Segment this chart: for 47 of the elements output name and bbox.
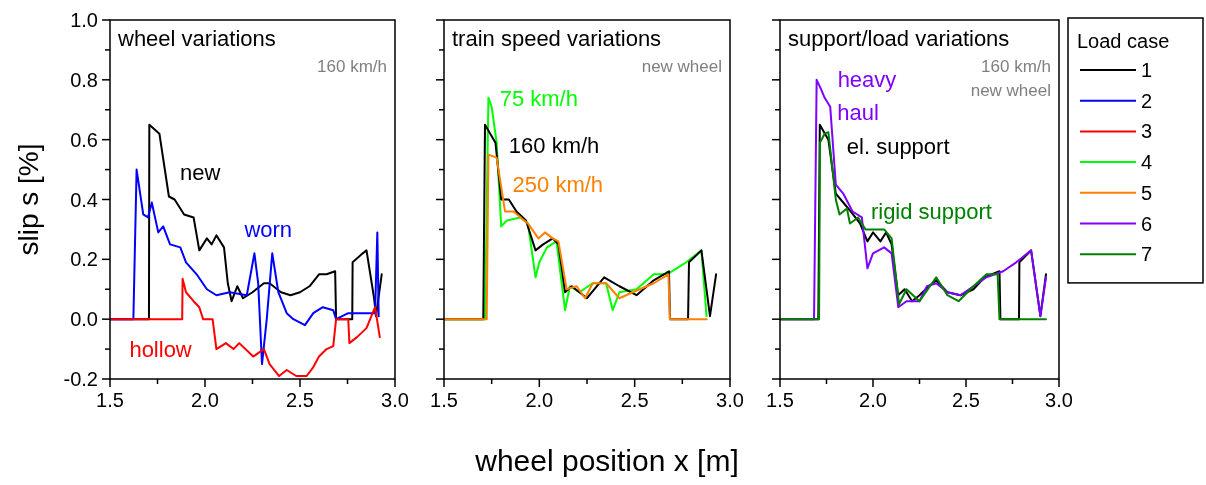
annotation: new — [180, 160, 221, 186]
x-axis-title: wheel position x [m] — [474, 444, 739, 477]
y-tick-label: 0.6 — [70, 128, 98, 151]
y-tick-label: -0.2 — [63, 368, 98, 390]
x-tick-label: 2.0 — [859, 389, 887, 411]
x-tick-label: 2.5 — [952, 389, 980, 411]
annotation: 160 km/h — [508, 133, 600, 159]
annotation: new wheel — [641, 57, 722, 76]
annotation: hollow — [129, 336, 192, 362]
x-tick-label: 1.5 — [766, 389, 794, 411]
x-tick-label: 2.5 — [620, 389, 649, 411]
x-tick-label: 3.0 — [381, 389, 409, 411]
chart-title: support/load variations — [788, 26, 1010, 51]
x-tick-label: 2.5 — [286, 389, 314, 411]
chart-title: train speed variations — [452, 26, 662, 51]
legend-label: 6 — [1141, 212, 1153, 235]
legend-label: 1 — [1141, 59, 1153, 81]
y-tick-label: 0.4 — [70, 188, 98, 211]
x-tick-label: 2.0 — [525, 389, 554, 411]
annotation: rigid support — [870, 199, 993, 225]
x-tick-label: 3.0 — [716, 389, 744, 411]
y-tick-label: 0.8 — [70, 68, 98, 91]
annotation: haul — [837, 100, 879, 126]
legend-title: Load case — [1077, 30, 1170, 52]
y-tick-label: 1.0 — [70, 9, 98, 31]
legend-label: 3 — [1141, 120, 1153, 143]
annotation: 250 km/h — [512, 172, 604, 198]
legend-label: 5 — [1141, 181, 1153, 204]
annotation: el. support — [846, 134, 950, 160]
y-tick-label: 0.2 — [70, 248, 98, 271]
x-tick-label: 2.0 — [191, 389, 219, 411]
x-tick-label: 1.5 — [96, 389, 124, 411]
annotation: heavy — [837, 67, 897, 93]
chart-title: wheel variations — [117, 26, 276, 51]
annotation: 75 km/h — [499, 86, 578, 112]
x-tick-label: 3.0 — [1045, 389, 1073, 411]
annotation: worn — [243, 217, 293, 243]
annotation: new wheel — [970, 81, 1051, 100]
annotation: 160 km/h — [981, 57, 1051, 76]
legend-label: 7 — [1141, 243, 1153, 266]
line-series — [110, 277, 381, 378]
legend-label: 2 — [1141, 89, 1153, 112]
x-tick-label: 1.5 — [430, 389, 458, 411]
y-tick-label: 0.0 — [70, 308, 98, 331]
legend-label: 4 — [1141, 151, 1153, 174]
y-axis-title: slip s [%] — [13, 143, 44, 256]
annotation: 160 km/h — [317, 57, 387, 76]
